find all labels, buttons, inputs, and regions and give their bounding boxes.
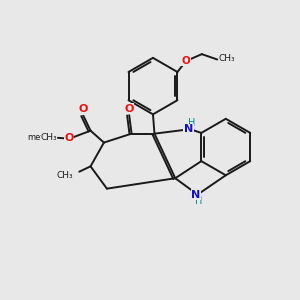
Text: CH₃: CH₃ — [56, 171, 73, 180]
Text: H: H — [195, 196, 203, 206]
Text: CH₃: CH₃ — [40, 133, 57, 142]
Text: CH₃: CH₃ — [219, 54, 236, 63]
Text: N: N — [191, 190, 201, 200]
Text: O: O — [78, 104, 88, 114]
Text: O: O — [182, 56, 191, 66]
Text: O: O — [124, 104, 134, 114]
Text: N: N — [184, 124, 193, 134]
Text: O: O — [64, 134, 74, 143]
Text: H: H — [188, 118, 195, 128]
Text: methyl: methyl — [27, 133, 56, 142]
